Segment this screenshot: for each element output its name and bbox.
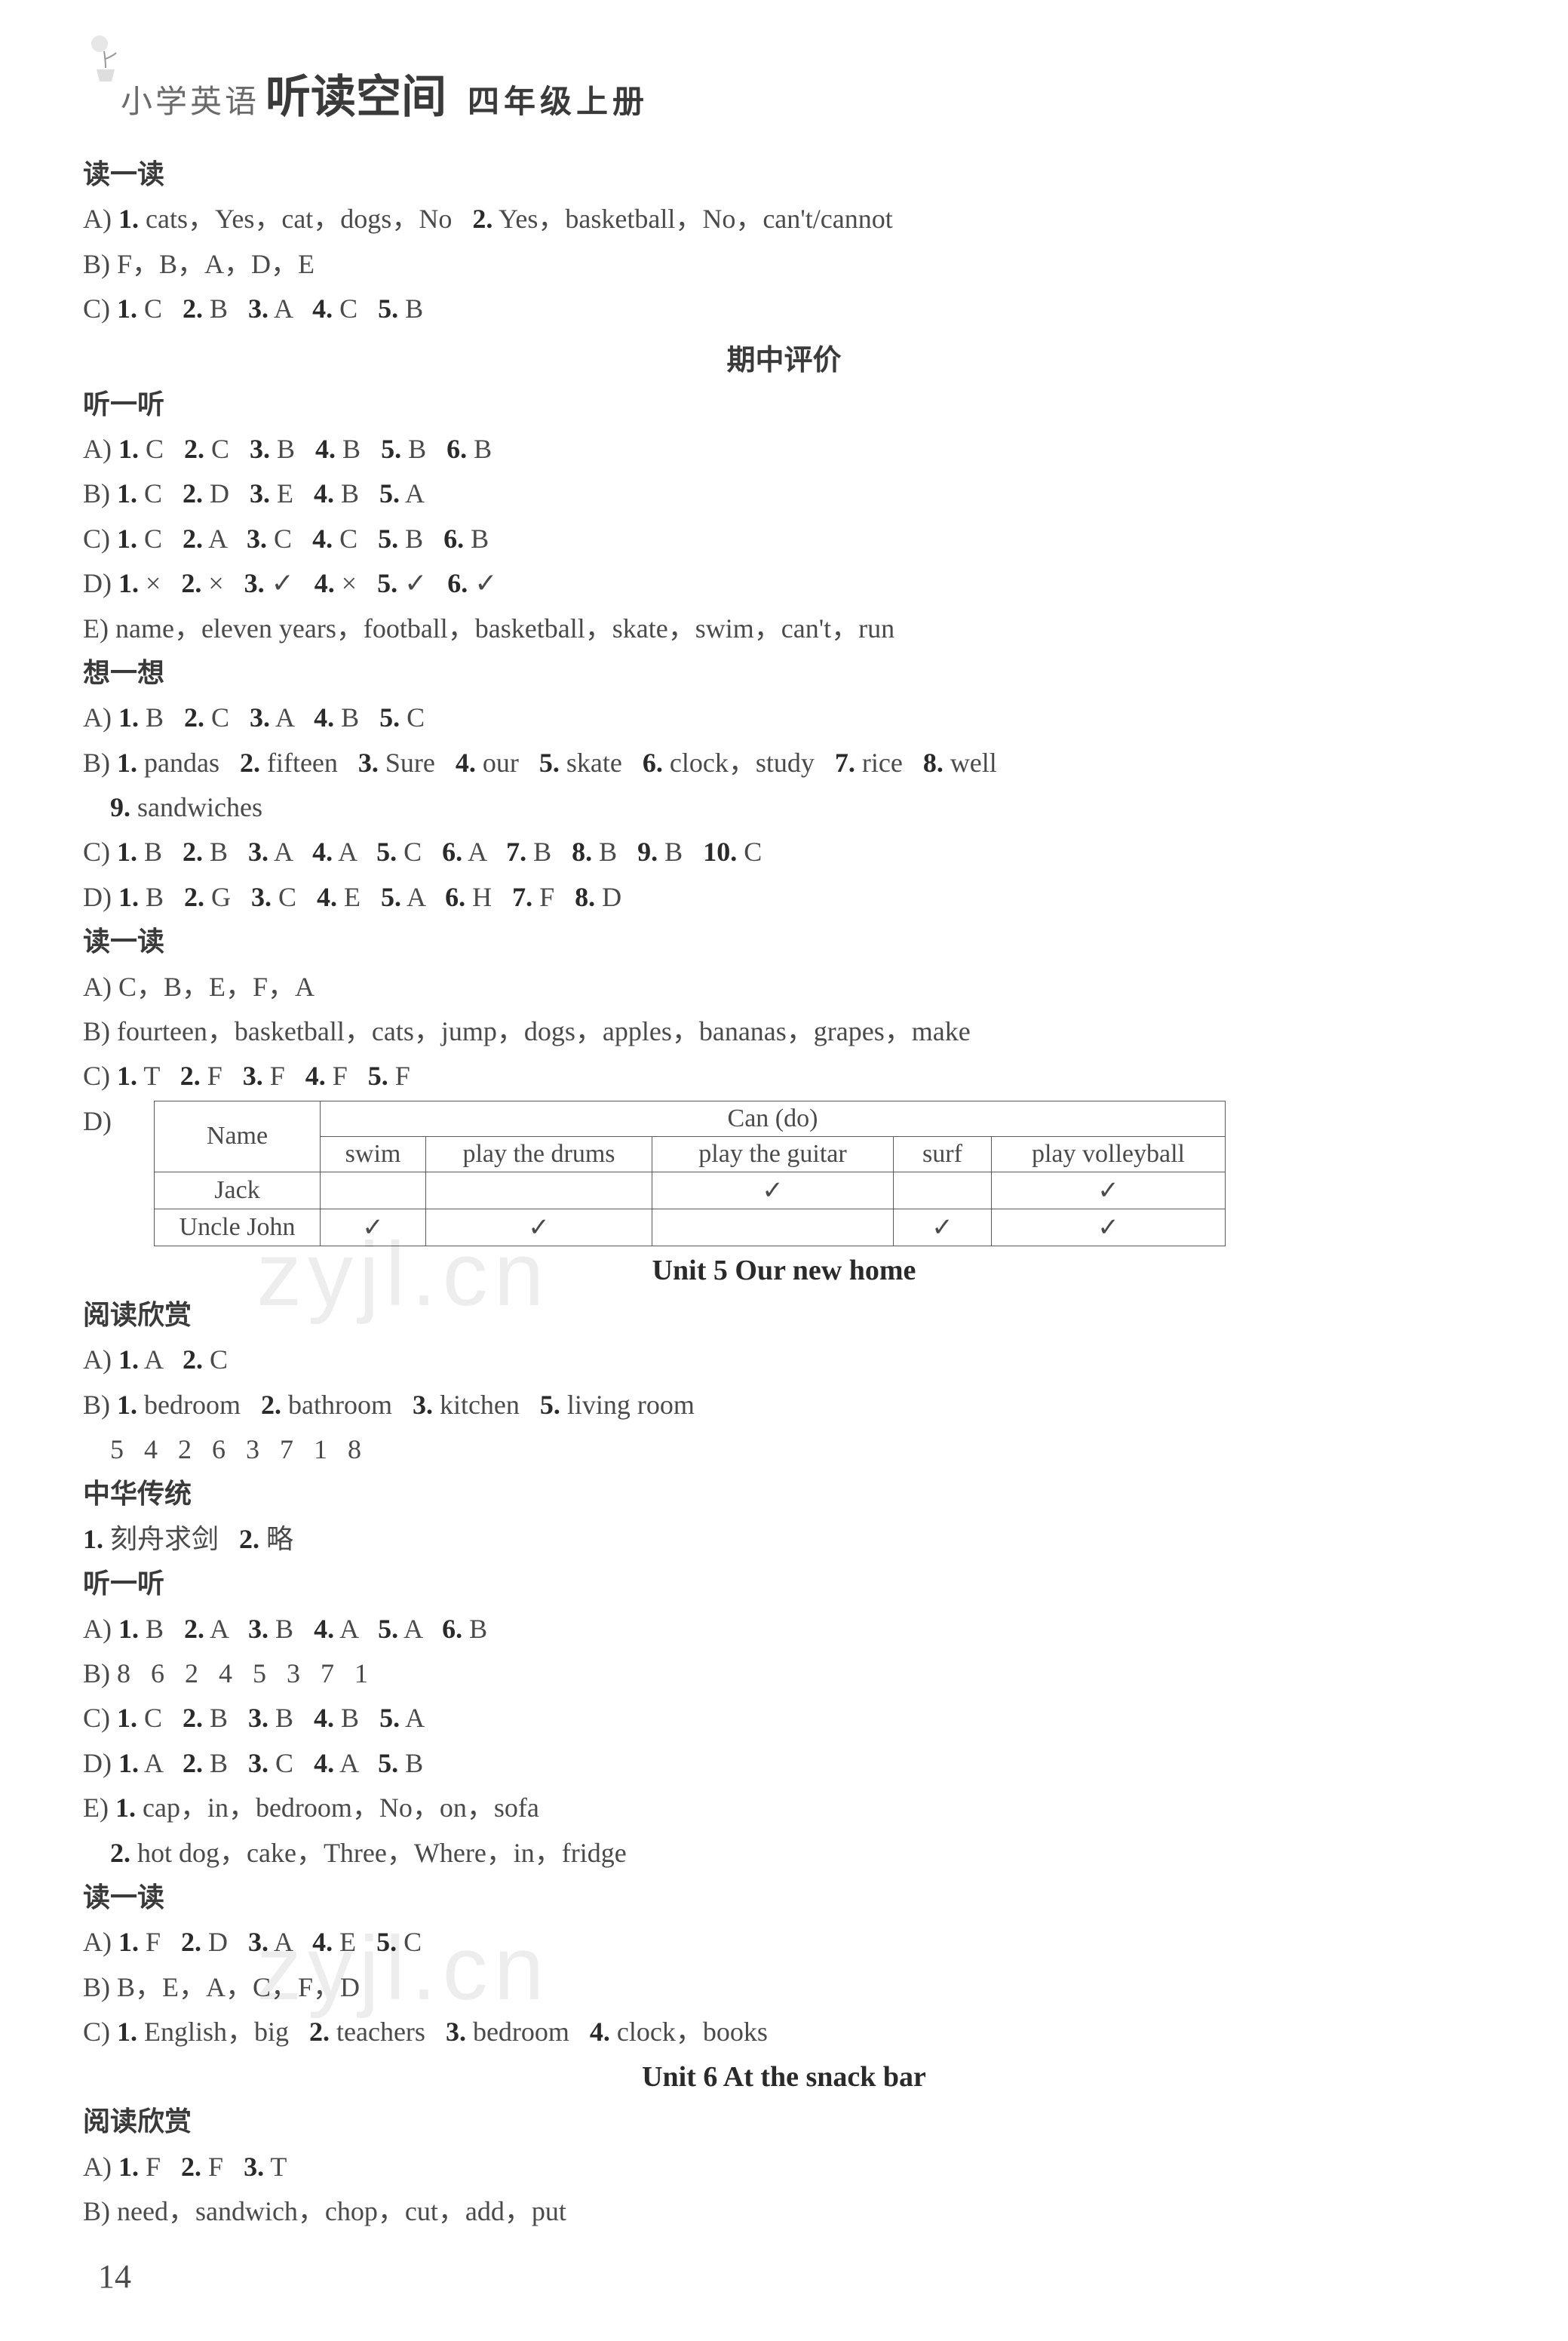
section-heading: 读一读 [83, 920, 1485, 964]
table-label: D) [83, 1099, 116, 1144]
answer-line: B) 1. pandas 2. fifteen 3. Sure 4. our 5… [83, 741, 1485, 785]
answer-line: A) 1. F 2. D 3. A 4. E 5. C [83, 1920, 1485, 1965]
table-col-header: play volleyball [992, 1136, 1226, 1172]
answer-line: A) C，B，E，F，A [83, 965, 1485, 1009]
answer-line: D) 1. × 2. × 3. ✓ 4. × 5. ✓ 6. ✓ [83, 561, 1485, 606]
page-number: 14 [98, 2257, 1485, 2296]
table-col-header: surf [894, 1136, 992, 1172]
section-heading: 听一听 [83, 1562, 1485, 1606]
table-header-cando: Can (do) [321, 1101, 1226, 1136]
answer-line: C) 1. C 2. B 3. A 4. C 5. B [83, 287, 1485, 331]
answer-line: E) 1. cap，in，bedroom，No，on，sofa [83, 1786, 1485, 1830]
unit5-sections: 阅读欣赏A) 1. A 2. CB) 1. bedroom 2. bathroo… [83, 1293, 1485, 2055]
section-heading: 阅读欣赏 [83, 1293, 1485, 1338]
answer-line: 1. 刻舟求剑 2. 略 [83, 1517, 1485, 1562]
table-cell: ✓ [992, 1172, 1226, 1209]
answer-line: A) 1. B 2. A 3. B 4. A 5. A 6. B [83, 1607, 1485, 1651]
table-col-header: play the guitar [652, 1136, 894, 1172]
unit5-title: Unit 5 Our new home [83, 1254, 1485, 1287]
table-cell [321, 1172, 426, 1209]
answer-line: A) 1. A 2. C [83, 1338, 1485, 1382]
table-d-wrap: D) NameCan (do)swimplay the drumsplay th… [83, 1099, 1485, 1248]
answer-line: B) need，sandwich，chop，cut，add，put [83, 2189, 1485, 2234]
section-heading: 听一听 [83, 382, 1485, 427]
answer-line: C) 1. T 2. F 3. F 4. F 5. F [83, 1054, 1485, 1098]
answer-line: E) name，eleven years，football，basketball… [83, 607, 1485, 651]
unit6-sections: 阅读欣赏A) 1. F 2. F 3. TB) need，sandwich，ch… [83, 2100, 1485, 2234]
answer-line: C) 1. English，big 2. teachers 3. bedroom… [83, 2010, 1485, 2054]
table-row-name: Jack [155, 1172, 321, 1209]
answer-line: C) 1. B 2. B 3. A 4. A 5. C 6. A 7. B 8.… [83, 830, 1485, 874]
answer-line: C) 1. C 2. A 3. C 4. C 5. B 6. B [83, 517, 1485, 561]
answer-line: B) F，B，A，D，E [83, 242, 1485, 287]
header-prefix: 小学英语 [121, 76, 259, 122]
section-heading: 读一读 [83, 152, 1485, 197]
table-col-header: play the drums [426, 1136, 652, 1172]
answer-line: D) 1. B 2. G 3. C 4. E 5. A 6. H 7. F 8.… [83, 875, 1485, 920]
table-cell: ✓ [321, 1209, 426, 1246]
answer-sections-top: 读一读A) 1. cats，Yes，cat，dogs，No 2. Yes，bas… [83, 152, 1485, 1099]
table-cell: ✓ [652, 1172, 894, 1209]
table-row: Uncle John✓✓✓✓ [155, 1209, 1226, 1246]
answer-line: B) 8 6 2 4 5 3 7 1 [83, 1651, 1485, 1696]
answer-line: A) 1. C 2. C 3. B 4. B 5. B 6. B [83, 427, 1485, 472]
section-heading: 想一想 [83, 651, 1485, 696]
unit6-title: Unit 6 At the snack bar [83, 2060, 1485, 2094]
table-col-header: swim [321, 1136, 426, 1172]
answer-line: 2. hot dog，cake，Three，Where，in，fridge [83, 1831, 1485, 1876]
table-cell [426, 1172, 652, 1209]
section-heading: 读一读 [83, 1876, 1485, 1920]
answer-line: B) 1. bedroom 2. bathroom 3. kitchen 5. … [83, 1383, 1485, 1427]
table-cell: ✓ [894, 1209, 992, 1246]
answer-line: A) 1. cats，Yes，cat，dogs，No 2. Yes，basket… [83, 197, 1485, 241]
header-main-title: 听读空间 [265, 60, 446, 126]
answer-line: B) fourteen，basketball，cats，jump，dogs，ap… [83, 1009, 1485, 1054]
page-header: 小学英语 听读空间 四年级上册 [83, 60, 1485, 126]
section-heading: 中华传统 [83, 1472, 1485, 1516]
answer-line: 5 4 2 6 3 7 1 8 [83, 1427, 1485, 1472]
page-content: 小学英语 听读空间 四年级上册 读一读A) 1. cats，Yes，cat，do… [83, 60, 1485, 2296]
table-cell [652, 1209, 894, 1246]
section-heading: 阅读欣赏 [83, 2100, 1485, 2144]
answer-line: A) 1. B 2. C 3. A 4. B 5. C [83, 696, 1485, 740]
answer-line: B) 1. C 2. D 3. E 4. B 5. A [83, 472, 1485, 516]
answer-line: B) B，E，A，C，F，D [83, 1965, 1485, 2010]
table-row-name: Uncle John [155, 1209, 321, 1246]
center-title: 期中评价 [83, 336, 1485, 378]
table-cell: ✓ [992, 1209, 1226, 1246]
table-cell: ✓ [426, 1209, 652, 1246]
answer-line: A) 1. F 2. F 3. T [83, 2145, 1485, 2189]
ability-table: NameCan (do)swimplay the drumsplay the g… [154, 1101, 1226, 1246]
answer-line: D) 1. A 2. B 3. C 4. A 5. B [83, 1741, 1485, 1786]
table-header-name: Name [155, 1101, 321, 1172]
flower-pot-icon [83, 30, 128, 83]
answer-line: C) 1. C 2. B 3. B 4. B 5. A [83, 1696, 1485, 1740]
table-cell [894, 1172, 992, 1209]
table-row: Jack ✓ ✓ [155, 1172, 1226, 1209]
answer-line: 9. sandwiches [83, 785, 1485, 830]
header-subtitle: 四年级上册 [468, 76, 649, 122]
